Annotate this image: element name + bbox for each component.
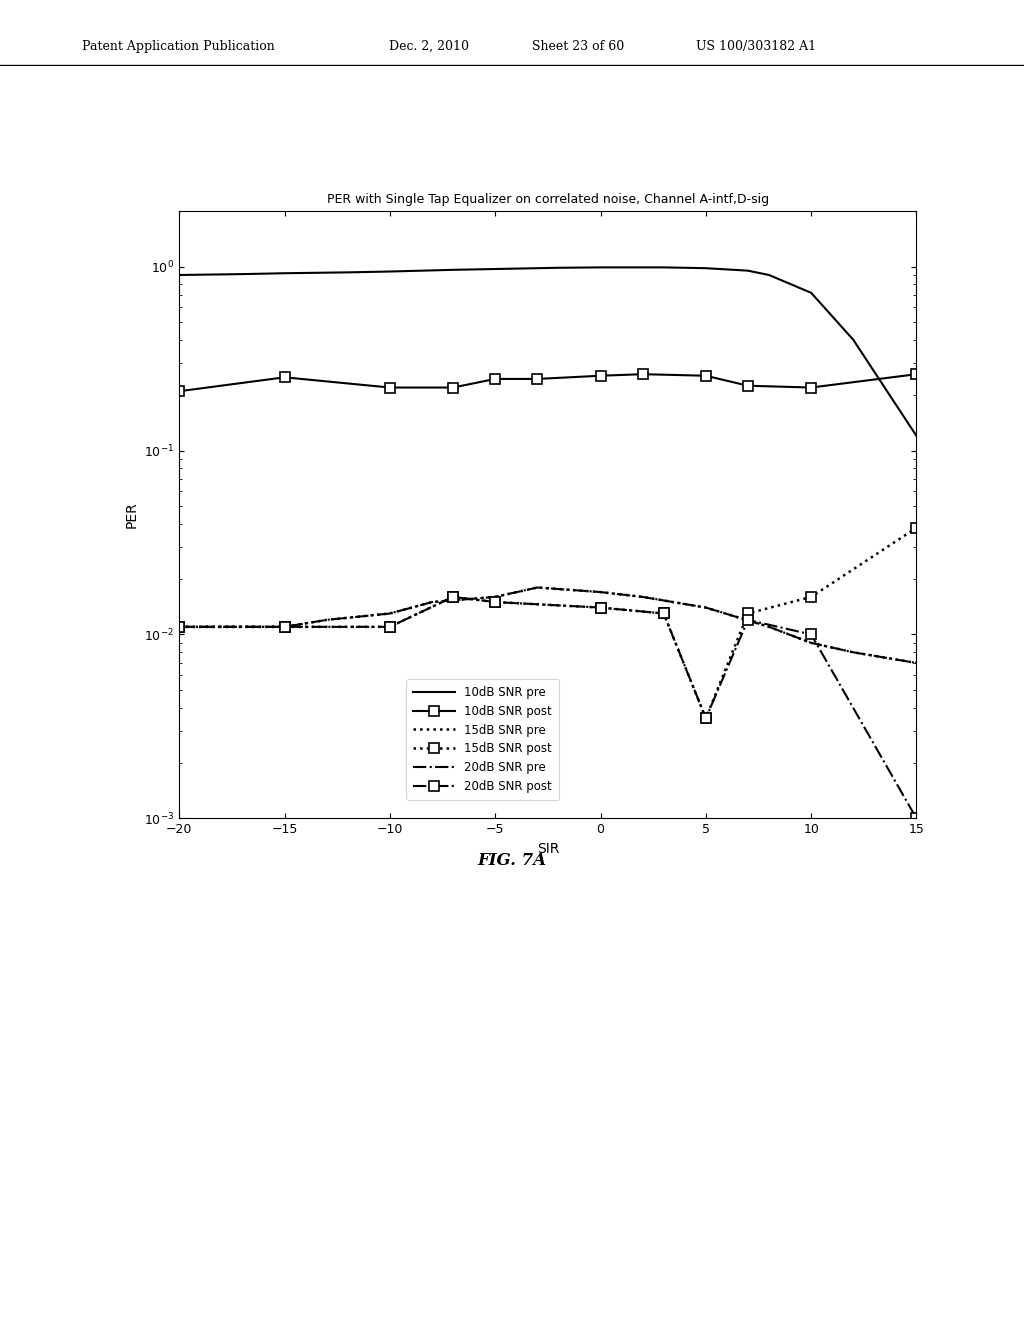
Text: Patent Application Publication: Patent Application Publication xyxy=(82,40,274,53)
10dB SNR pre xyxy=(699,260,712,276)
20dB SNR pre xyxy=(910,655,923,671)
20dB SNR post xyxy=(805,627,817,643)
20dB SNR post xyxy=(910,810,923,826)
10dB SNR post xyxy=(699,368,712,384)
10dB SNR pre xyxy=(342,264,354,280)
15dB SNR post xyxy=(384,619,396,635)
15dB SNR pre xyxy=(699,599,712,615)
20dB SNR post xyxy=(489,594,502,610)
15dB SNR post xyxy=(657,606,670,622)
Legend: 10dB SNR pre, 10dB SNR post, 15dB SNR pre, 15dB SNR post, 20dB SNR pre, 20dB SNR: 10dB SNR pre, 10dB SNR post, 15dB SNR pr… xyxy=(407,678,559,800)
15dB SNR pre xyxy=(173,619,185,635)
20dB SNR pre xyxy=(384,606,396,622)
10dB SNR pre xyxy=(615,260,628,276)
10dB SNR post xyxy=(594,368,606,384)
15dB SNR pre xyxy=(910,655,923,671)
10dB SNR post xyxy=(637,366,649,381)
Text: Dec. 2, 2010: Dec. 2, 2010 xyxy=(389,40,469,53)
10dB SNR pre xyxy=(489,261,502,277)
15dB SNR post xyxy=(699,710,712,726)
10dB SNR post xyxy=(741,378,754,393)
10dB SNR pre xyxy=(237,267,249,282)
10dB SNR pre xyxy=(805,285,817,301)
10dB SNR pre xyxy=(594,260,606,276)
10dB SNR pre xyxy=(279,265,291,281)
10dB SNR post xyxy=(173,383,185,399)
15dB SNR post xyxy=(173,619,185,635)
20dB SNR pre xyxy=(489,589,502,605)
10dB SNR pre xyxy=(637,260,649,276)
15dB SNR pre xyxy=(805,635,817,651)
20dB SNR pre xyxy=(847,644,859,660)
10dB SNR post xyxy=(279,370,291,385)
Title: PER with Single Tap Equalizer on correlated noise, Channel A-intf,D-sig: PER with Single Tap Equalizer on correla… xyxy=(327,193,769,206)
15dB SNR post xyxy=(279,619,291,635)
15dB SNR pre xyxy=(279,619,291,635)
10dB SNR post xyxy=(531,371,544,387)
Line: 10dB SNR post: 10dB SNR post xyxy=(174,370,922,396)
10dB SNR pre xyxy=(552,260,564,276)
Line: 20dB SNR pre: 20dB SNR pre xyxy=(179,587,916,663)
15dB SNR post xyxy=(446,589,459,605)
10dB SNR post xyxy=(489,371,502,387)
Text: Sheet 23 of 60: Sheet 23 of 60 xyxy=(532,40,625,53)
15dB SNR pre xyxy=(594,585,606,601)
15dB SNR pre xyxy=(763,619,775,635)
10dB SNR post xyxy=(446,380,459,396)
Text: FIG. 7A: FIG. 7A xyxy=(477,851,547,869)
15dB SNR pre xyxy=(321,612,333,628)
15dB SNR pre xyxy=(426,594,438,610)
10dB SNR pre xyxy=(384,264,396,280)
Y-axis label: PER: PER xyxy=(125,502,138,528)
15dB SNR post xyxy=(594,599,606,615)
10dB SNR pre xyxy=(531,260,544,276)
10dB SNR pre xyxy=(173,267,185,282)
Line: 20dB SNR post: 20dB SNR post xyxy=(174,593,922,824)
Line: 15dB SNR pre: 15dB SNR pre xyxy=(179,587,916,663)
20dB SNR post xyxy=(594,599,606,615)
10dB SNR post xyxy=(805,380,817,396)
20dB SNR pre xyxy=(637,589,649,605)
20dB SNR post xyxy=(657,606,670,622)
20dB SNR pre xyxy=(173,619,185,635)
15dB SNR post xyxy=(910,520,923,536)
15dB SNR pre xyxy=(847,644,859,660)
20dB SNR post xyxy=(173,619,185,635)
15dB SNR pre xyxy=(531,579,544,595)
20dB SNR pre xyxy=(237,619,249,635)
20dB SNR post xyxy=(384,619,396,635)
15dB SNR pre xyxy=(489,589,502,605)
20dB SNR post xyxy=(741,612,754,628)
15dB SNR pre xyxy=(637,589,649,605)
10dB SNR pre xyxy=(763,267,775,282)
15dB SNR pre xyxy=(384,606,396,622)
10dB SNR pre xyxy=(446,261,459,277)
15dB SNR post xyxy=(741,606,754,622)
20dB SNR post xyxy=(446,589,459,605)
Text: US 100/303182 A1: US 100/303182 A1 xyxy=(696,40,816,53)
10dB SNR post xyxy=(384,380,396,396)
15dB SNR pre xyxy=(237,619,249,635)
20dB SNR pre xyxy=(426,594,438,610)
15dB SNR post xyxy=(489,594,502,610)
X-axis label: SIR: SIR xyxy=(537,842,559,855)
20dB SNR pre xyxy=(699,599,712,615)
10dB SNR pre xyxy=(910,428,923,444)
20dB SNR pre xyxy=(279,619,291,635)
10dB SNR post xyxy=(910,366,923,381)
20dB SNR pre xyxy=(594,585,606,601)
20dB SNR pre xyxy=(531,579,544,595)
Line: 10dB SNR pre: 10dB SNR pre xyxy=(179,268,916,436)
10dB SNR pre xyxy=(847,331,859,347)
20dB SNR pre xyxy=(763,619,775,635)
20dB SNR pre xyxy=(805,635,817,651)
10dB SNR pre xyxy=(741,263,754,279)
20dB SNR pre xyxy=(321,612,333,628)
20dB SNR post xyxy=(279,619,291,635)
10dB SNR pre xyxy=(657,260,670,276)
15dB SNR post xyxy=(805,589,817,605)
Line: 15dB SNR post: 15dB SNR post xyxy=(174,523,922,723)
20dB SNR post xyxy=(699,710,712,726)
